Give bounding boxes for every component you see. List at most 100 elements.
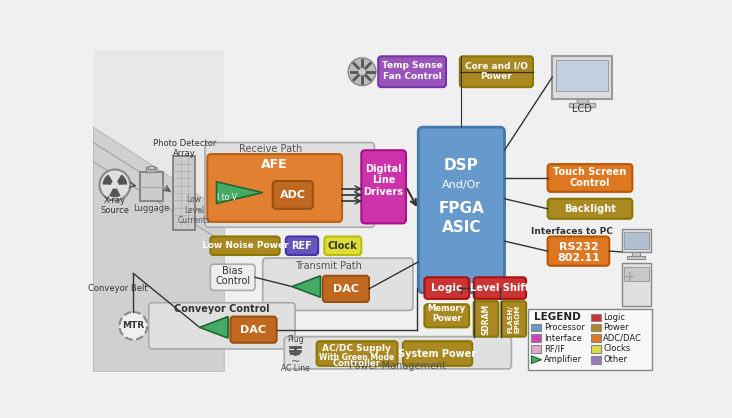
Bar xyxy=(146,167,157,172)
Text: AFE: AFE xyxy=(261,158,288,171)
Bar xyxy=(634,315,638,317)
FancyBboxPatch shape xyxy=(324,237,362,255)
FancyBboxPatch shape xyxy=(210,237,280,255)
FancyBboxPatch shape xyxy=(501,301,526,336)
Bar xyxy=(531,334,542,342)
FancyBboxPatch shape xyxy=(548,199,632,219)
Polygon shape xyxy=(531,356,542,364)
Text: ADC: ADC xyxy=(280,190,306,200)
Text: RF/IF: RF/IF xyxy=(544,344,565,354)
Text: FLASH/
EPROM: FLASH/ EPROM xyxy=(507,305,520,333)
Text: Bias: Bias xyxy=(223,266,243,276)
Bar xyxy=(621,312,625,314)
Text: Receive Path: Receive Path xyxy=(239,144,302,154)
Bar xyxy=(552,56,612,99)
Bar xyxy=(577,99,588,103)
Bar xyxy=(626,310,630,312)
Text: Logic: Logic xyxy=(603,313,625,322)
Text: Low
Level
Currents: Low Level Currents xyxy=(178,196,211,225)
Text: Clocks: Clocks xyxy=(603,344,630,354)
Bar xyxy=(630,312,633,314)
Text: Control: Control xyxy=(569,178,610,188)
Text: Processor: Processor xyxy=(544,323,585,332)
Bar xyxy=(647,310,651,312)
Text: Temp Sense: Temp Sense xyxy=(382,61,442,70)
Text: Low Noise Power: Low Noise Power xyxy=(202,241,288,250)
FancyBboxPatch shape xyxy=(362,150,406,223)
Bar xyxy=(621,315,625,317)
Text: Power: Power xyxy=(603,323,629,332)
Text: RS232: RS232 xyxy=(559,242,598,252)
Text: Power Management: Power Management xyxy=(349,361,446,371)
Text: Power: Power xyxy=(480,72,512,81)
Bar xyxy=(621,229,651,252)
Text: Conveyor Belt: Conveyor Belt xyxy=(88,284,148,293)
Text: With Green Mode: With Green Mode xyxy=(319,353,395,362)
Text: Conveyor Control: Conveyor Control xyxy=(174,304,269,314)
Text: Plug: Plug xyxy=(287,335,303,344)
Text: And/Or: And/Or xyxy=(442,180,481,190)
Bar xyxy=(624,267,649,281)
Polygon shape xyxy=(102,174,115,185)
Bar xyxy=(148,166,154,169)
Text: System Power: System Power xyxy=(398,349,477,359)
Polygon shape xyxy=(115,174,127,185)
Polygon shape xyxy=(217,182,263,204)
Bar xyxy=(638,312,642,314)
FancyBboxPatch shape xyxy=(425,304,469,327)
Text: Luggage: Luggage xyxy=(133,204,169,212)
FancyBboxPatch shape xyxy=(460,56,533,87)
Text: 802.11: 802.11 xyxy=(557,253,600,263)
Text: Digital
Line
Drivers: Digital Line Drivers xyxy=(364,164,403,197)
Text: Level Shift: Level Shift xyxy=(470,283,529,293)
Bar xyxy=(528,309,652,370)
FancyBboxPatch shape xyxy=(378,56,446,87)
Text: Interfaces to PC: Interfaces to PC xyxy=(531,227,613,237)
Bar xyxy=(626,312,630,314)
Bar xyxy=(626,315,630,317)
FancyBboxPatch shape xyxy=(403,341,472,366)
Text: I to V: I to V xyxy=(217,194,236,202)
Text: MTR: MTR xyxy=(122,321,144,330)
Bar xyxy=(638,315,642,317)
Bar xyxy=(591,314,601,321)
Bar xyxy=(94,50,224,372)
Text: Other: Other xyxy=(603,355,627,364)
Bar xyxy=(634,310,638,312)
Bar xyxy=(621,310,625,312)
Text: DSP: DSP xyxy=(444,158,479,173)
FancyBboxPatch shape xyxy=(231,316,277,343)
Text: X-ray
Source: X-ray Source xyxy=(100,196,130,215)
Polygon shape xyxy=(292,276,321,297)
FancyBboxPatch shape xyxy=(210,264,255,291)
Text: Photo Detector
Array: Photo Detector Array xyxy=(152,139,216,158)
Bar xyxy=(643,315,646,317)
FancyBboxPatch shape xyxy=(263,258,413,311)
Bar xyxy=(632,252,640,256)
Bar xyxy=(173,156,195,229)
Bar xyxy=(643,310,646,312)
FancyBboxPatch shape xyxy=(317,341,397,366)
Text: Memory
Power: Memory Power xyxy=(427,304,466,323)
Text: Core and I/O: Core and I/O xyxy=(465,61,528,70)
Bar xyxy=(647,312,651,314)
FancyBboxPatch shape xyxy=(285,237,318,255)
Polygon shape xyxy=(109,185,121,197)
Circle shape xyxy=(119,312,147,340)
Text: Transmit Path: Transmit Path xyxy=(295,261,362,271)
Bar xyxy=(624,232,649,249)
Text: Fan Control: Fan Control xyxy=(383,72,441,81)
Circle shape xyxy=(348,58,376,86)
Bar xyxy=(140,172,163,201)
FancyBboxPatch shape xyxy=(205,143,374,227)
Text: AC Line: AC Line xyxy=(280,364,310,373)
FancyBboxPatch shape xyxy=(548,237,609,266)
FancyBboxPatch shape xyxy=(284,336,512,369)
Bar xyxy=(627,256,646,259)
Bar xyxy=(591,356,601,364)
FancyBboxPatch shape xyxy=(548,164,632,192)
Bar xyxy=(591,334,601,342)
Text: Touch Screen: Touch Screen xyxy=(553,167,627,177)
Circle shape xyxy=(111,181,119,189)
Text: Amplifier: Amplifier xyxy=(544,355,582,364)
